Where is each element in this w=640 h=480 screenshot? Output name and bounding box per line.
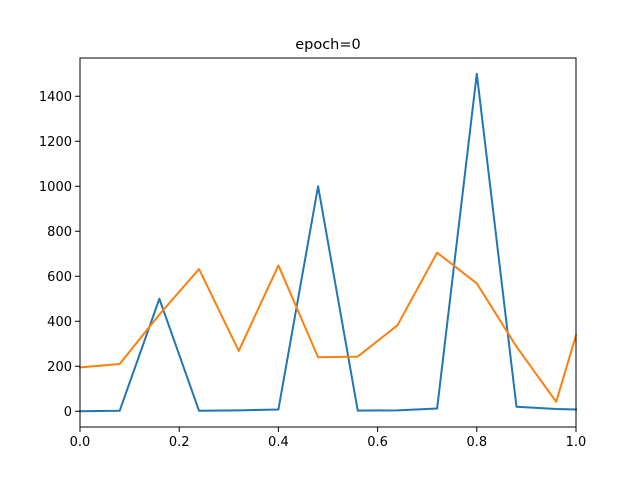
plot-area-frame bbox=[79, 57, 577, 428]
x-tick-label: 1.0 bbox=[566, 435, 587, 450]
x-tick-label: 0.6 bbox=[367, 435, 388, 450]
y-tick-label: 200 bbox=[47, 360, 72, 375]
x-tick-label: 0.4 bbox=[268, 435, 289, 450]
x-tick-label: 0.2 bbox=[169, 435, 190, 450]
series-line-0 bbox=[78, 72, 578, 413]
y-tick-label: 1200 bbox=[39, 135, 72, 150]
series-line-1 bbox=[78, 251, 578, 403]
y-tick-label: 600 bbox=[47, 270, 72, 285]
y-tick-label: 800 bbox=[47, 225, 72, 240]
series-layer bbox=[78, 72, 578, 413]
y-tick-label: 1000 bbox=[39, 180, 72, 195]
y-tick-label: 0 bbox=[64, 405, 72, 420]
x-tick-label: 0.0 bbox=[70, 435, 91, 450]
y-tick-label: 1400 bbox=[39, 90, 72, 105]
y-axis: 0 200 400 600 800 1000 1200 1400 bbox=[39, 90, 80, 420]
y-tick-label: 400 bbox=[47, 315, 72, 330]
x-tick-label: 0.8 bbox=[466, 435, 487, 450]
chart-title: epoch=0 bbox=[295, 37, 361, 53]
x-axis: 0.0 0.2 0.4 0.6 0.8 1.0 bbox=[70, 427, 587, 450]
